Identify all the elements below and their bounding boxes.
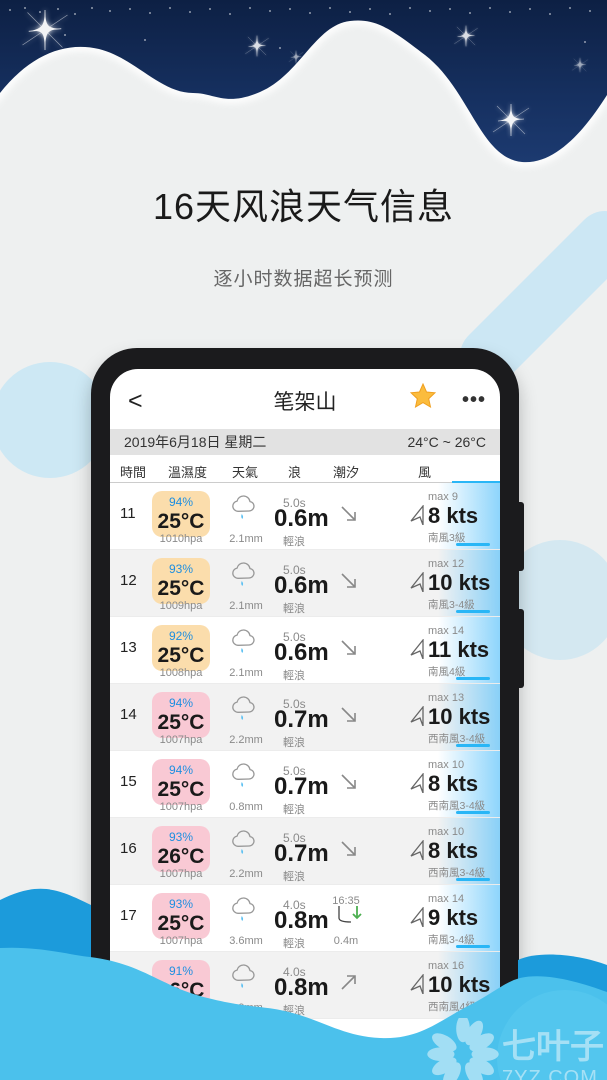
svg-text:7YZ.COM: 7YZ.COM [502,1067,598,1080]
svg-text:七叶子: 七叶子 [502,1028,604,1066]
